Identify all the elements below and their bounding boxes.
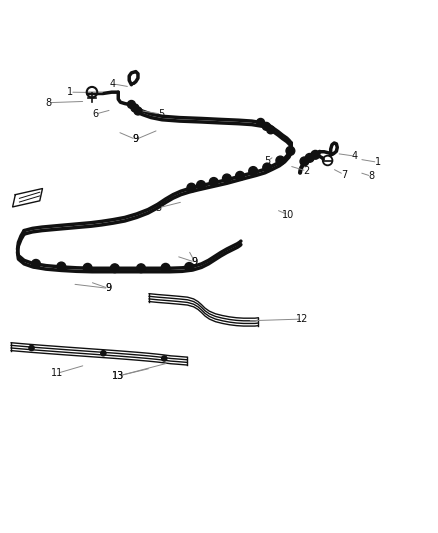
Text: 6: 6 <box>92 109 99 119</box>
Circle shape <box>267 126 275 134</box>
Text: 9: 9 <box>192 257 198 267</box>
Text: 5: 5 <box>264 156 270 166</box>
Text: 12: 12 <box>296 314 308 324</box>
Circle shape <box>209 177 218 187</box>
Circle shape <box>131 104 139 112</box>
Circle shape <box>137 264 145 273</box>
Text: 3: 3 <box>155 203 162 213</box>
Text: 9: 9 <box>106 284 112 293</box>
Text: 2: 2 <box>304 166 310 176</box>
Text: 8: 8 <box>45 98 51 108</box>
Text: 10: 10 <box>282 210 294 220</box>
Text: 4: 4 <box>110 79 116 89</box>
Circle shape <box>110 264 119 273</box>
Circle shape <box>305 154 314 162</box>
Circle shape <box>29 345 34 351</box>
Circle shape <box>162 356 167 361</box>
Circle shape <box>300 157 309 166</box>
Circle shape <box>83 263 92 272</box>
Circle shape <box>134 107 142 115</box>
Circle shape <box>236 172 244 180</box>
Circle shape <box>263 163 272 172</box>
Circle shape <box>32 260 40 268</box>
Circle shape <box>185 263 194 271</box>
Circle shape <box>276 156 285 165</box>
Text: 1: 1 <box>67 87 73 97</box>
Circle shape <box>57 262 66 271</box>
Text: 9: 9 <box>192 257 198 267</box>
Text: 13: 13 <box>112 371 124 381</box>
Text: 8: 8 <box>368 171 374 181</box>
Text: 13: 13 <box>112 371 124 381</box>
Text: 1: 1 <box>374 157 381 167</box>
Circle shape <box>127 101 135 108</box>
Text: 9: 9 <box>133 134 139 144</box>
Circle shape <box>262 123 270 130</box>
Text: 4: 4 <box>352 151 358 161</box>
Text: 5: 5 <box>158 109 164 119</box>
Text: 9: 9 <box>133 134 139 144</box>
Circle shape <box>286 147 295 155</box>
Circle shape <box>101 351 106 356</box>
Circle shape <box>223 174 231 183</box>
Circle shape <box>161 263 170 272</box>
Circle shape <box>257 118 265 126</box>
Circle shape <box>187 183 196 192</box>
Text: 7: 7 <box>341 169 347 180</box>
Text: 9: 9 <box>106 284 112 293</box>
Circle shape <box>311 150 320 159</box>
Circle shape <box>197 181 205 189</box>
Circle shape <box>249 167 258 175</box>
Text: 11: 11 <box>51 368 63 378</box>
